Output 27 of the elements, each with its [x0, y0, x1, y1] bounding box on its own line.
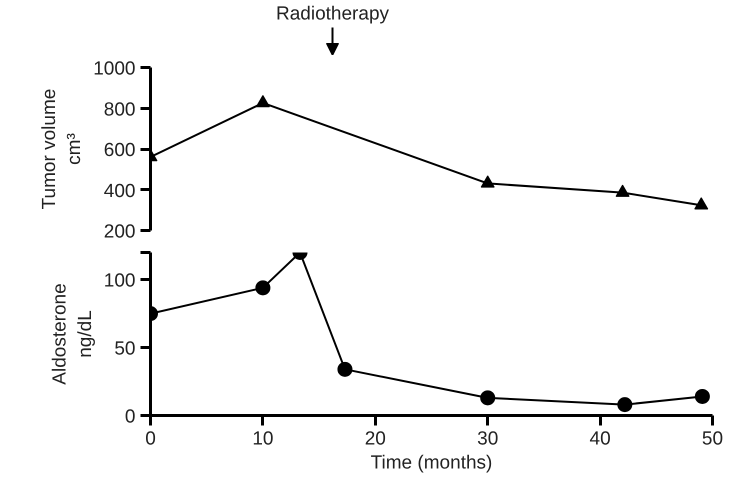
y-axis-title: Tumor volume cm³: [39, 88, 86, 210]
point: [480, 175, 495, 188]
point: [337, 362, 352, 377]
x-tick-label: 30: [477, 428, 498, 450]
point: [255, 280, 270, 296]
y-tick-label: 600: [104, 140, 136, 161]
point: [256, 94, 270, 108]
x-tick-label: 50: [702, 428, 724, 450]
point: [617, 397, 632, 412]
y-tick-label: 50: [114, 338, 136, 360]
y-tick-label: 0: [124, 406, 136, 428]
y-tick-label: 200: [104, 222, 136, 242]
x-tick-label: 40: [590, 428, 611, 450]
point: [694, 197, 708, 210]
y-tick-label: 400: [104, 180, 136, 202]
point: [480, 390, 496, 406]
point: [616, 184, 630, 197]
y-tick-label: 100: [104, 270, 136, 292]
y-tick-label: 1000: [93, 58, 136, 80]
x-axis-title: Time (months): [370, 452, 492, 474]
y-axis-title: Aldosterone ng/dL: [50, 283, 96, 385]
text: Radiotherapy: [276, 4, 390, 24]
point: [694, 388, 710, 404]
x-tick-label: 0: [145, 428, 156, 450]
x-tick-label: 10: [252, 428, 274, 450]
y-tick-label: 800: [104, 99, 136, 120]
x-tick-label: 20: [364, 428, 386, 450]
